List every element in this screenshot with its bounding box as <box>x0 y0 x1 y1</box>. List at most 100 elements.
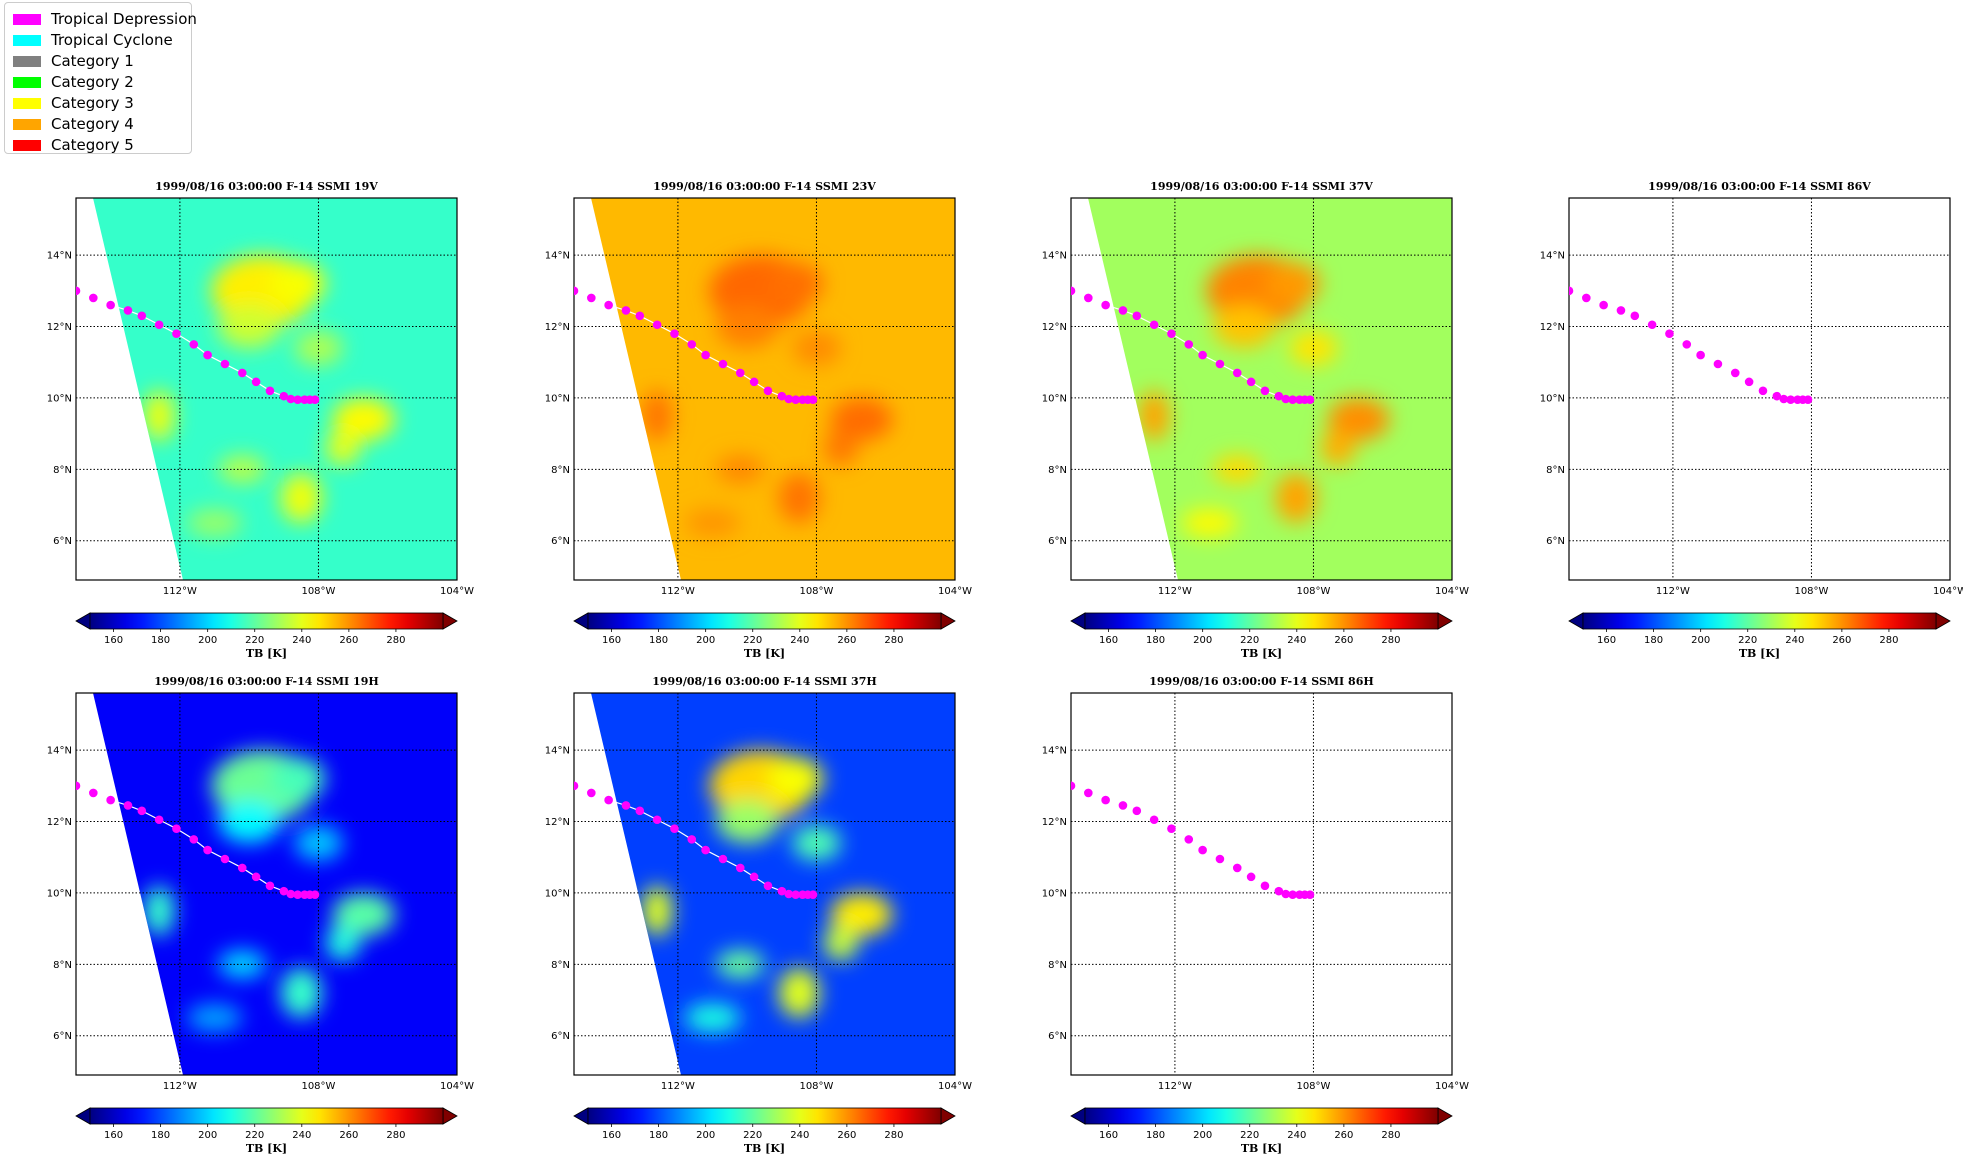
colorbar-tick-label: 180 <box>151 635 170 646</box>
track-point <box>784 394 794 404</box>
colorbar-tick-label: 240 <box>1287 635 1306 646</box>
track-point <box>574 286 579 296</box>
brightness-feature <box>1327 397 1390 441</box>
ytick-label: 6°N <box>1546 536 1565 547</box>
map-panel-37v: 1999/08/16 03:00:00 F-14 SSMI 37V 112°W 10… <box>1042 180 1469 660</box>
colorbar-extend-high <box>940 1107 956 1125</box>
xtick-label: 112°W <box>163 586 197 597</box>
xtick-label: 108°W <box>301 586 335 597</box>
track-point <box>1101 300 1110 310</box>
panel-title: 1999/08/16 03:00:00 F-14 SSMI 19V <box>155 180 378 193</box>
track-point <box>635 311 645 321</box>
swath-background <box>1088 198 1452 580</box>
colorbar-tick-label: 200 <box>198 635 217 646</box>
brightness-feature <box>792 330 841 366</box>
xtick-label: 104°W <box>1435 1081 1469 1092</box>
brightness-feature <box>684 1003 741 1033</box>
panel-title: 1999/08/16 03:00:00 F-14 SSMI 86V <box>1648 180 1871 193</box>
brightness-feature <box>823 925 859 961</box>
track-point <box>1281 889 1291 899</box>
brightness-feature <box>641 885 673 936</box>
track-point <box>574 781 579 791</box>
track-point <box>635 806 645 816</box>
brightness-feature <box>1138 390 1170 441</box>
xtick-label: 108°W <box>1794 586 1828 597</box>
ytick-label: 6°N <box>1048 1031 1067 1042</box>
track-point <box>621 801 631 810</box>
legend-swatch <box>13 13 41 25</box>
track-point <box>1232 863 1242 873</box>
map-frame <box>75 692 458 1076</box>
brightness-feature <box>1320 430 1356 466</box>
track-point <box>1758 386 1768 396</box>
track-point <box>1198 845 1207 855</box>
map-panel-86h: 1999/08/16 03:00:00 F-14 SSMI 86H 112°W 10… <box>1042 675 1469 1155</box>
ytick-label: 10°N <box>1042 393 1067 404</box>
colorbar-tick-label: 160 <box>104 635 123 646</box>
track-point <box>265 386 275 396</box>
track-point <box>237 863 247 873</box>
colorbar-tick-label: 180 <box>649 635 668 646</box>
colorbar-label: TB [K] <box>1739 647 1780 660</box>
track-point <box>310 395 320 405</box>
colorbar: 160 180 200 220 240 260 280 TB [K] <box>1568 612 1951 660</box>
track-point <box>1582 293 1591 303</box>
colorbar-tick-label: 260 <box>837 635 856 646</box>
brightness-feature <box>269 262 326 306</box>
legend: Tropical Depression Tropical Cyclone Categ… <box>4 2 197 154</box>
brightness-feature <box>1213 305 1276 348</box>
map-frame <box>573 692 956 1076</box>
track-point <box>1772 391 1782 401</box>
colorbar-tick-label: 280 <box>386 1130 405 1141</box>
track-point <box>1167 329 1176 338</box>
colorbar-tick-label: 240 <box>292 635 311 646</box>
xtick-label: 108°W <box>799 1081 833 1092</box>
brightness-feature <box>269 757 326 801</box>
track-point <box>1215 359 1225 369</box>
ytick-label: 8°N <box>1048 465 1067 476</box>
xtick-label: 104°W <box>938 586 972 597</box>
brightness-feature <box>684 508 741 538</box>
track-point <box>123 801 133 810</box>
colorbar-bar <box>1582 612 1937 630</box>
colorbar-bar <box>587 1107 942 1125</box>
colorbar-extend-high <box>442 1107 458 1125</box>
swath-background <box>93 198 457 580</box>
ytick-label: 12°N <box>1042 817 1067 828</box>
track-point <box>1281 394 1291 404</box>
track-point <box>687 835 697 844</box>
track-point <box>220 359 230 369</box>
brightness-feature <box>1181 508 1238 538</box>
track-point <box>76 781 81 791</box>
track-point <box>1744 377 1754 387</box>
colorbar-extend-high <box>442 612 458 630</box>
track-point <box>1084 788 1093 798</box>
brightness-feature <box>143 885 175 936</box>
brightness-feature <box>186 1003 243 1033</box>
colorbar-tick-label: 160 <box>1099 1130 1118 1141</box>
brightness-feature <box>332 892 395 936</box>
colorbar-label: TB [K] <box>1241 1142 1282 1155</box>
track-point <box>203 845 212 855</box>
ytick-label: 14°N <box>1042 251 1067 262</box>
brightness-field <box>1088 198 1452 580</box>
legend-swatch <box>13 97 41 109</box>
colorbar-tick-label: 180 <box>1644 635 1663 646</box>
brightness-field <box>591 693 955 1075</box>
xtick-label: 104°W <box>1933 586 1963 597</box>
legend-item: Tropical Depression <box>13 9 197 29</box>
track-point <box>189 835 199 844</box>
ytick-label: 10°N <box>47 393 72 404</box>
colorbar-tick-label: 280 <box>884 635 903 646</box>
colorbar-extend-high <box>1437 612 1453 630</box>
ytick-label: 6°N <box>551 536 570 547</box>
ytick-label: 12°N <box>545 322 570 333</box>
ytick-label: 12°N <box>47 322 72 333</box>
xtick-label: 112°W <box>163 1081 197 1092</box>
track-point <box>1084 293 1093 303</box>
legend-label: Tropical Cyclone <box>51 31 173 49</box>
colorbar-extend-high <box>1935 612 1951 630</box>
map-panel-19h: 1999/08/16 03:00:00 F-14 SSMI 19H 112°W 10… <box>47 675 474 1155</box>
ytick-label: 8°N <box>53 465 72 476</box>
panel-title: 1999/08/16 03:00:00 F-14 SSMI 23V <box>653 180 876 193</box>
